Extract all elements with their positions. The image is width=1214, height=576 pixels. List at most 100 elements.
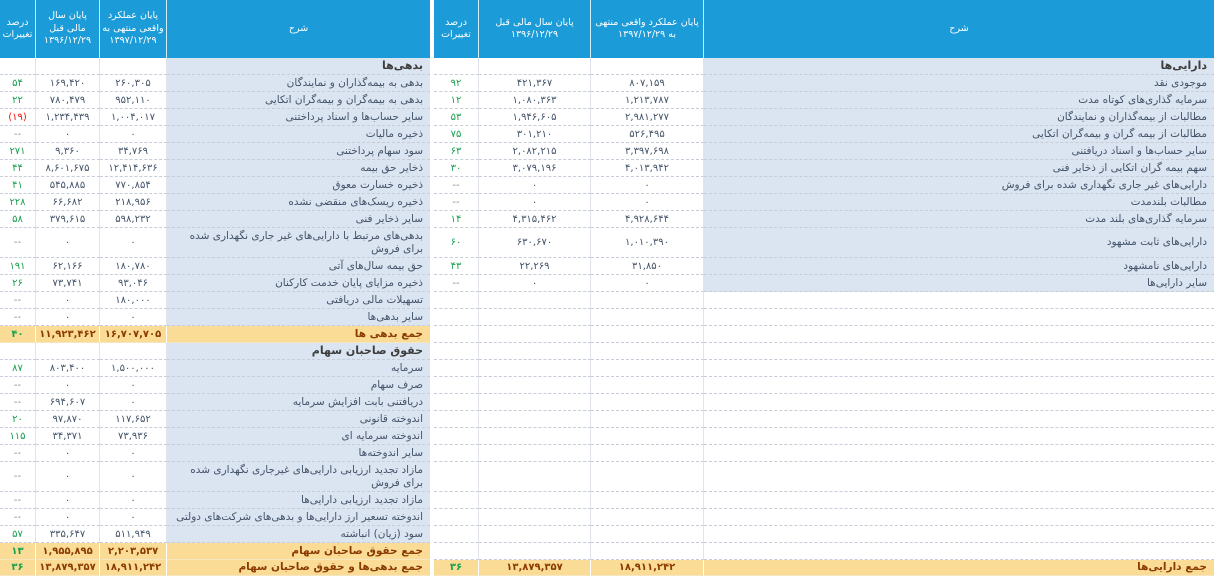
left-header-actual-period: پایان عملکرد واقعی منتهی به ۱۳۹۷/۱۲/۲۹ (100, 0, 167, 58)
actual-period-cell: ۷۳,۹۳۶ (100, 428, 167, 445)
table-row: حقوق صاحبان سهام (0, 343, 430, 360)
right-header-pct-change: درصد تغییرات (434, 0, 479, 58)
prev-year-cell: ۸,۶۰۱,۶۷۵ (36, 160, 100, 177)
table-row-empty (434, 411, 1214, 428)
actual-period-cell: ۰ (591, 177, 704, 194)
right-header-prev-year: پایان سال مالی قبل ۱۳۹۶/۱۲/۲۹ (479, 0, 591, 58)
prev-year-cell: ۷۸۰,۴۷۹ (36, 92, 100, 109)
prev-year-cell (479, 543, 591, 560)
pct-change-cell (434, 360, 479, 377)
actual-period-cell: ۱۸,۹۱۱,۲۴۲ (591, 560, 704, 576)
pct-change-cell: ۱۴ (434, 211, 479, 228)
pct-change-cell: -- (0, 394, 36, 411)
description-cell (704, 343, 1214, 360)
pct-change-cell: (۱۹) (0, 109, 36, 126)
table-row: -- ۰ ۰ صرف سهام (0, 377, 430, 394)
pct-change-cell: ۲۷۱ (0, 143, 36, 160)
prev-year-cell: ۰ (36, 377, 100, 394)
table-row-empty (434, 509, 1214, 526)
pct-change-cell: ۱۳ (0, 543, 36, 560)
table-row: ۲۷۱ ۹,۳۶۰ ۳۴,۷۶۹ سود سهام پرداختنی (0, 143, 430, 160)
actual-period-cell: ۳,۳۹۷,۶۹۸ (591, 143, 704, 160)
pct-change-cell: -- (0, 126, 36, 143)
prev-year-cell: ۱۶۹,۴۲۰ (36, 75, 100, 92)
actual-period-cell (591, 326, 704, 343)
description-cell: سایر اندوخته‌ها (167, 445, 430, 462)
pct-change-cell: -- (0, 509, 36, 526)
pct-change-cell: ۳۶ (434, 560, 479, 576)
description-cell: صرف سهام (167, 377, 430, 394)
description-cell (704, 411, 1214, 428)
table-row: ۶۳ ۲,۰۸۲,۲۱۵ ۳,۳۹۷,۶۹۸ سایر حساب‌ها و اسناد… (434, 143, 1214, 160)
assets-panel: درصد تغییرات پایان سال مالی قبل ۱۳۹۶/۱۲/… (434, 0, 1214, 576)
prev-year-cell (479, 58, 591, 75)
actual-period-cell (591, 292, 704, 309)
prev-year-cell (479, 411, 591, 428)
description-cell: سرمایه (167, 360, 430, 377)
description-cell: سرمایه گذاری‌های بلند مدت (704, 211, 1214, 228)
description-cell (704, 292, 1214, 309)
prev-year-cell: ۰ (36, 126, 100, 143)
prev-year-cell: ۱۳,۸۷۹,۳۵۷ (479, 560, 591, 576)
table-row: بدهی‌ها (0, 58, 430, 75)
actual-period-cell: ۰ (100, 377, 167, 394)
table-row: ۲۰ ۹۷,۸۷۰ ۱۱۷,۶۵۲ اندوخته قانونی (0, 411, 430, 428)
pct-change-cell: ۷۵ (434, 126, 479, 143)
prev-year-cell (479, 509, 591, 526)
actual-period-cell: ۲۱۸,۹۵۶ (100, 194, 167, 211)
description-cell: بدهی به بیمه‌گران و بیمه‌گران اتکایی (167, 92, 430, 109)
actual-period-cell: ۰ (591, 275, 704, 292)
description-cell (704, 360, 1214, 377)
table-row: -- ۰ ۰ ذخیره مالیات (0, 126, 430, 143)
description-cell (704, 428, 1214, 445)
actual-period-cell: ۰ (100, 445, 167, 462)
pct-change-cell: ۲۲۸ (0, 194, 36, 211)
prev-year-cell: ۱,۲۳۴,۴۳۹ (36, 109, 100, 126)
actual-period-cell: ۲,۹۸۱,۲۷۷ (591, 109, 704, 126)
prev-year-cell: ۳۳۵,۶۴۷ (36, 526, 100, 543)
prev-year-cell: ۹,۳۶۰ (36, 143, 100, 160)
prev-year-cell: ۰ (36, 445, 100, 462)
description-cell: مازاد تجدید ارزیابی دارایی‌ها (167, 492, 430, 509)
prev-year-cell (36, 58, 100, 75)
description-cell: بدهی‌ها (167, 58, 430, 75)
pct-change-cell: -- (0, 309, 36, 326)
prev-year-cell: ۱,۹۵۵,۸۹۵ (36, 543, 100, 560)
actual-period-cell: ۸۰۷,۱۵۹ (591, 75, 704, 92)
prev-year-cell: ۲۲,۲۶۹ (479, 258, 591, 275)
actual-period-cell: ۱۸۰,۷۸۰ (100, 258, 167, 275)
prev-year-cell: ۱,۰۸۰,۳۶۳ (479, 92, 591, 109)
actual-period-cell: ۱۸۰,۰۰۰ (100, 292, 167, 309)
pct-change-cell: ۱۲ (434, 92, 479, 109)
table-row: ۴۴ ۸,۶۰۱,۶۷۵ ۱۲,۴۱۴,۶۳۶ ذخایر حق بیمه (0, 160, 430, 177)
table-row: ۲۶ ۷۳,۷۴۱ ۹۳,۰۴۶ ذخیره مزایای پایان خدمت کا… (0, 275, 430, 292)
prev-year-cell: ۴,۳۱۵,۴۶۲ (479, 211, 591, 228)
table-row: ۵۴ ۱۶۹,۴۲۰ ۲۶۰,۳۰۵ بدهی به بیمه‌گذاران و نم… (0, 75, 430, 92)
prev-year-cell: ۰ (36, 309, 100, 326)
actual-period-cell: ۱,۵۰۰,۰۰۰ (100, 360, 167, 377)
prev-year-cell (479, 326, 591, 343)
description-cell: حق بیمه سال‌های آتی (167, 258, 430, 275)
table-row: -- ۰ ۰ مازاد تجدید ارزیابی دارایی‌های غیرجا… (0, 462, 430, 492)
actual-period-cell: ۱,۲۱۳,۷۸۷ (591, 92, 704, 109)
actual-period-cell (591, 411, 704, 428)
actual-period-cell: ۹۵۲,۱۱۰ (100, 92, 167, 109)
table-row-empty (434, 394, 1214, 411)
pct-change-cell (0, 58, 36, 75)
pct-change-cell: ۵۷ (0, 526, 36, 543)
pct-change-cell (434, 58, 479, 75)
actual-period-cell (591, 462, 704, 492)
prev-year-cell (479, 377, 591, 394)
description-cell: سایر حساب‌ها و اسناد دریافتنی (704, 143, 1214, 160)
actual-period-cell: ۰ (100, 228, 167, 258)
pct-change-cell (434, 543, 479, 560)
prev-year-cell: ۰ (479, 194, 591, 211)
pct-change-cell (0, 343, 36, 360)
prev-year-cell: ۳۰۱,۲۱۰ (479, 126, 591, 143)
left-header-prev-year: پایان سال مالی قبل ۱۳۹۶/۱۲/۲۹ (36, 0, 100, 58)
pct-change-cell: ۳۰ (434, 160, 479, 177)
prev-year-cell: ۲,۰۸۲,۲۱۵ (479, 143, 591, 160)
table-row-empty (434, 492, 1214, 509)
pct-change-cell: ۵۴ (0, 75, 36, 92)
prev-year-cell: ۵۴۵,۸۸۵ (36, 177, 100, 194)
